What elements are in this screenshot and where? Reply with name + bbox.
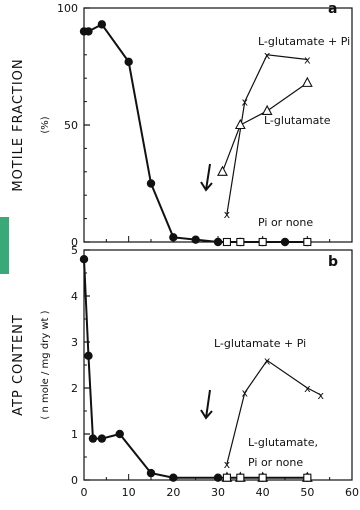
panel-b-data-point-filled-circle <box>84 351 93 360</box>
panel-b-x-tick-label: 0 <box>81 486 88 499</box>
panel-a-y-tick-label: 50 <box>64 119 78 132</box>
panel-b-y-tick-label: 2 <box>71 382 78 395</box>
panel-b-y-tick-label: 5 <box>71 244 78 257</box>
panel-a-y-tick-label: 100 <box>57 2 78 15</box>
panel-a-data-point-open-square <box>222 237 231 247</box>
panel-a-data-point-cross: x <box>242 96 249 109</box>
panel-b-x-tick-label: 60 <box>345 486 359 499</box>
panel-a-label: a <box>328 1 337 17</box>
panel-b-y-tick-label: 0 <box>71 474 78 487</box>
panel-b-x-tick-label: 10 <box>122 486 136 499</box>
panel-a-data-point-filled-circle <box>146 179 156 188</box>
panel-b-data-point-filled-circle <box>115 429 124 439</box>
side-tab-decoration <box>0 217 9 274</box>
panel-b-annotation: Pi or none <box>248 456 303 469</box>
panel-b-data-point-filled-circle <box>88 434 98 443</box>
panel-b-data-point-cross: x <box>264 354 271 367</box>
panel-atp-content: b ATP CONTENT ( n mole / mg dry wt ) 0 1 2… <box>11 244 359 499</box>
panel-b-x-tick-label: 40 <box>256 486 270 499</box>
panel-b-y-axis-unit: ( n mole / mg dry wt ) <box>40 310 51 419</box>
panel-a-data-point-filled-circle <box>213 237 223 247</box>
panel-a-series-open-triangle-line <box>221 82 308 173</box>
panel-b-arrow-shaft <box>205 389 211 419</box>
panel-b-data-point-cross: x <box>304 382 311 395</box>
panel-a-series-cross-line <box>226 54 308 215</box>
panel-b-x-tick-label: 50 <box>300 486 314 499</box>
panel-a-y-axis-unit: (%) <box>40 116 51 133</box>
panel-a-data-point-filled-circle <box>97 20 107 29</box>
panel-a-data-point-filled-circle <box>169 233 178 242</box>
panel-a-data-point-open-square <box>236 237 245 247</box>
panel-b-data-point-filled-circle <box>169 473 178 482</box>
panel-b-data-point-filled-circle <box>97 434 107 443</box>
panel-a-series-filled-circle-line <box>84 23 308 243</box>
panel-a-y-tick-label: 0 <box>71 236 78 249</box>
panel-a-data-point-open-triangle <box>217 165 228 176</box>
panel-b-data-point-filled-circle <box>213 473 223 482</box>
panel-b-data-point-open-square <box>303 473 312 482</box>
panel-a-data-point-cross: x <box>224 208 231 221</box>
panel-b-annotation: L-glutamate, <box>248 436 318 449</box>
panel-b-y-tick-label: 4 <box>71 290 78 303</box>
panel-a-data-point-open-triangle <box>301 76 313 87</box>
panel-b-arrow-head <box>200 409 213 420</box>
panel-a-y-axis-title: MOTILE FRACTION <box>11 58 26 191</box>
panel-a-annotation: L-glutamate <box>264 114 331 127</box>
panel-b-data-point-cross: x <box>224 458 231 471</box>
panel-a-data-point-filled-circle <box>191 235 200 244</box>
panel-a-data-point-open-triangle <box>234 118 246 130</box>
panel-b-label: b <box>328 254 338 270</box>
panel-a-annotation: L-glutamate + Pi <box>258 35 350 48</box>
panel-b-series-cross-line <box>226 359 322 465</box>
panel-a-data-point-cross: x <box>264 49 271 62</box>
panel-b-x-tick-label: 20 <box>166 486 180 499</box>
panel-b-data-point-filled-circle <box>146 468 156 478</box>
panel-a-arrow-head <box>200 181 213 192</box>
panel-b-data-point-open-square <box>236 473 245 482</box>
panel-a-data-point-filled-circle <box>124 57 133 67</box>
panel-a-data-point-filled-circle <box>84 27 93 36</box>
panel-b-y-axis-title: ATP CONTENT <box>11 314 26 416</box>
panel-a-data-point-open-square <box>303 237 312 247</box>
panel-b-y-tick-label: 3 <box>71 336 78 349</box>
panel-a-arrow-shaft <box>205 163 211 191</box>
panel-b-annotation: L-glutamate + Pi <box>214 337 306 350</box>
panel-b-data-point-open-square <box>222 473 231 482</box>
panel-a-data-point-open-square <box>258 237 267 247</box>
panel-b-data-point-cross: x <box>242 387 249 400</box>
panel-b-data-point-filled-circle <box>79 255 89 264</box>
panel-b-y-tick-label: 1 <box>71 428 78 441</box>
panel-a-data-point-open-triangle <box>261 104 273 116</box>
panel-a-annotation: Pi or none <box>258 216 313 229</box>
panel-b-data-point-open-square <box>258 473 267 482</box>
panel-b-x-tick-label: 30 <box>211 486 225 499</box>
panel-a-data-point-cross: x <box>304 53 311 66</box>
panel-b-data-point-cross: x <box>317 389 324 402</box>
